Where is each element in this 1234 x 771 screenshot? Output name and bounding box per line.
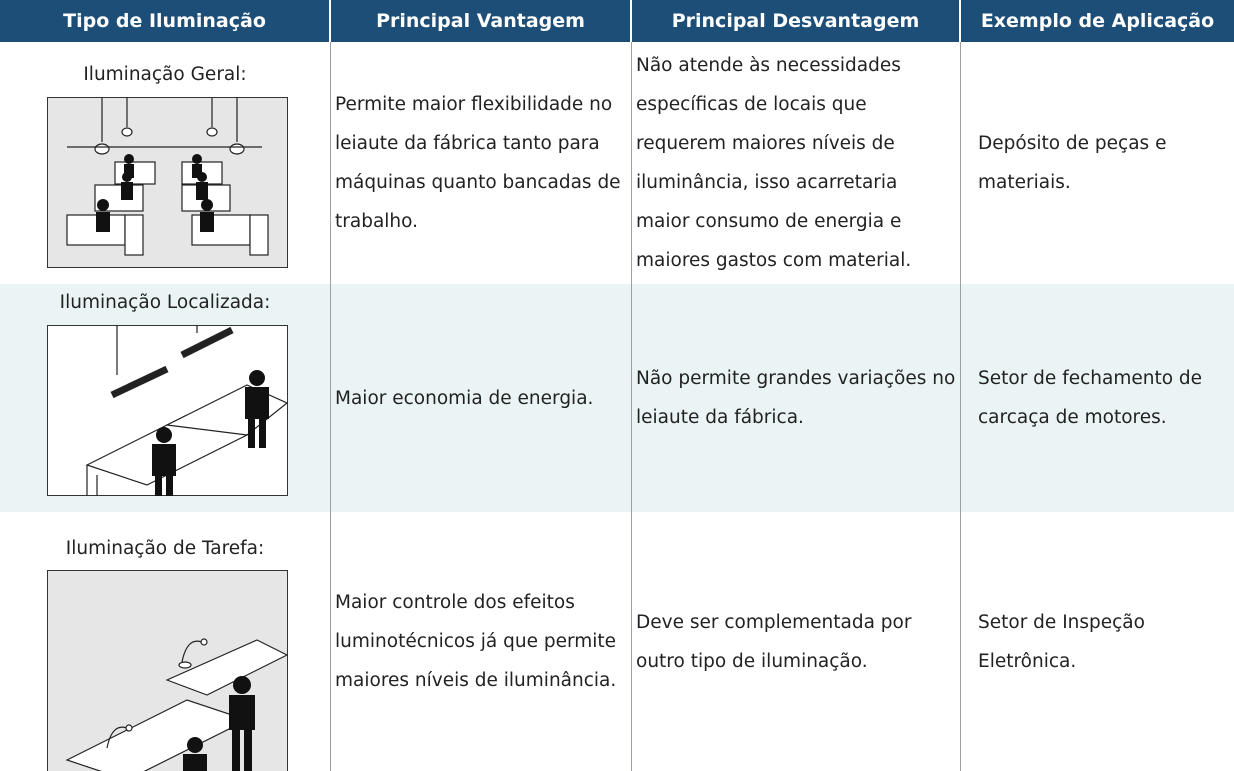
disadvantage: Deve ser complementada por outro tipo de… bbox=[636, 611, 912, 672]
header-cell: Principal Desvantagem bbox=[632, 0, 959, 42]
advantage: Maior economia de energia. bbox=[335, 387, 594, 409]
header-cell: Principal Vantagem bbox=[331, 0, 630, 42]
illustration-localized bbox=[47, 325, 288, 496]
disadvantage: Não permite grandes variações no leiaute… bbox=[636, 368, 956, 428]
column-divider bbox=[960, 42, 961, 771]
illustration-general bbox=[47, 97, 288, 268]
advantage: Permite maior flexibilidade no leiaute d… bbox=[335, 94, 621, 232]
header-cell: Tipo de Iluminação bbox=[0, 0, 329, 42]
column-divider bbox=[330, 42, 331, 771]
application: Setor de Inspeção Eletrônica. bbox=[978, 611, 1145, 672]
disadvantage: Não atende às necessidades específicas d… bbox=[636, 55, 912, 271]
header-cell: Exemplo de Aplicação bbox=[961, 0, 1234, 42]
lighting-type: Iluminação Geral: bbox=[83, 64, 247, 85]
lighting-type: Iluminação Localizada: bbox=[59, 292, 271, 313]
application: Setor de fechamento de carcaça de motore… bbox=[978, 368, 1203, 428]
illustration-task bbox=[47, 570, 288, 771]
column-divider bbox=[631, 42, 632, 771]
application: Depósito de peças e materiais. bbox=[978, 133, 1167, 193]
advantage: Maior controle dos efeitos luminotécnico… bbox=[335, 592, 617, 691]
lighting-type: Iluminação de Tarefa: bbox=[65, 538, 265, 559]
